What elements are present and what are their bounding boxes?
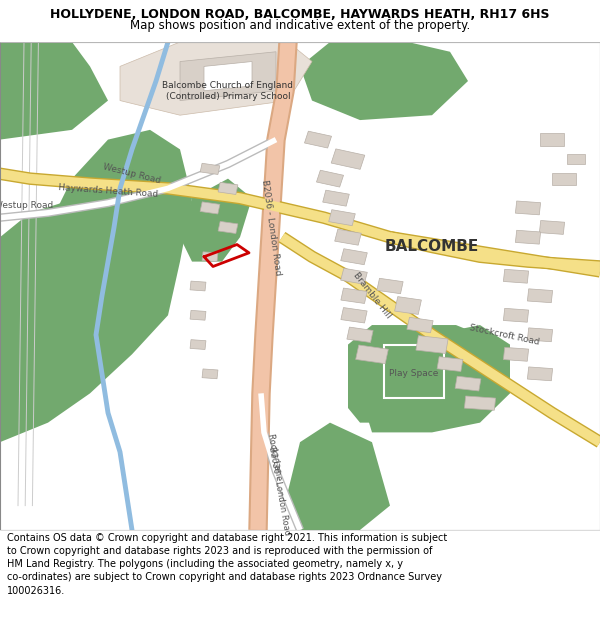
FancyBboxPatch shape xyxy=(503,348,529,361)
FancyBboxPatch shape xyxy=(218,221,238,234)
FancyBboxPatch shape xyxy=(341,249,367,265)
Polygon shape xyxy=(300,42,468,120)
FancyBboxPatch shape xyxy=(200,202,220,214)
FancyBboxPatch shape xyxy=(341,268,367,284)
Text: Map shows position and indicative extent of the property.: Map shows position and indicative extent… xyxy=(130,19,470,31)
Text: Westup Road: Westup Road xyxy=(0,201,53,210)
Text: Rocks Lane: Rocks Lane xyxy=(266,432,283,481)
FancyBboxPatch shape xyxy=(503,308,529,322)
FancyBboxPatch shape xyxy=(464,396,496,410)
Polygon shape xyxy=(0,179,180,432)
FancyBboxPatch shape xyxy=(395,297,421,314)
FancyBboxPatch shape xyxy=(515,230,541,244)
Polygon shape xyxy=(348,325,480,422)
FancyBboxPatch shape xyxy=(515,201,541,215)
Polygon shape xyxy=(0,130,192,442)
FancyBboxPatch shape xyxy=(552,173,576,185)
Text: Play Space: Play Space xyxy=(389,369,439,378)
Text: Haywards Heath Road: Haywards Heath Road xyxy=(58,183,158,199)
Text: Westup Road: Westup Road xyxy=(102,162,162,185)
FancyBboxPatch shape xyxy=(323,190,349,206)
Polygon shape xyxy=(120,42,312,115)
FancyBboxPatch shape xyxy=(331,149,365,169)
FancyBboxPatch shape xyxy=(200,163,220,174)
Polygon shape xyxy=(204,61,252,91)
FancyBboxPatch shape xyxy=(341,288,367,304)
FancyBboxPatch shape xyxy=(190,311,206,320)
Polygon shape xyxy=(288,422,390,530)
FancyBboxPatch shape xyxy=(567,154,585,164)
FancyBboxPatch shape xyxy=(190,281,206,291)
FancyBboxPatch shape xyxy=(190,339,206,349)
FancyBboxPatch shape xyxy=(329,209,355,226)
Text: Bramble Hill: Bramble Hill xyxy=(352,271,392,321)
Polygon shape xyxy=(0,42,108,139)
FancyBboxPatch shape xyxy=(540,134,564,146)
FancyBboxPatch shape xyxy=(202,369,218,379)
FancyBboxPatch shape xyxy=(341,308,367,323)
Polygon shape xyxy=(360,325,510,432)
FancyBboxPatch shape xyxy=(202,252,218,262)
FancyBboxPatch shape xyxy=(527,328,553,342)
FancyBboxPatch shape xyxy=(539,221,565,234)
FancyBboxPatch shape xyxy=(437,357,463,371)
Polygon shape xyxy=(180,179,252,262)
FancyBboxPatch shape xyxy=(416,336,448,354)
FancyBboxPatch shape xyxy=(407,318,433,332)
FancyBboxPatch shape xyxy=(218,182,238,194)
FancyBboxPatch shape xyxy=(527,289,553,302)
FancyBboxPatch shape xyxy=(347,327,373,342)
Text: Stockcroft Road: Stockcroft Road xyxy=(468,323,540,347)
FancyBboxPatch shape xyxy=(527,367,553,381)
Text: Balcombe Church of England
(Controlled) Primary School: Balcombe Church of England (Controlled) … xyxy=(163,81,293,101)
FancyBboxPatch shape xyxy=(455,376,481,391)
FancyBboxPatch shape xyxy=(335,229,361,245)
FancyBboxPatch shape xyxy=(304,131,332,148)
Text: Contains OS data © Crown copyright and database right 2021. This information is : Contains OS data © Crown copyright and d… xyxy=(7,533,448,596)
Text: B2036 - London Road: B2036 - London Road xyxy=(267,446,291,536)
FancyBboxPatch shape xyxy=(356,345,388,364)
Text: HOLLYDENE, LONDON ROAD, BALCOMBE, HAYWARDS HEATH, RH17 6HS: HOLLYDENE, LONDON ROAD, BALCOMBE, HAYWAR… xyxy=(50,8,550,21)
FancyBboxPatch shape xyxy=(503,269,529,283)
Text: BALCOMBE: BALCOMBE xyxy=(385,239,479,254)
Polygon shape xyxy=(180,52,276,101)
FancyBboxPatch shape xyxy=(316,170,344,187)
FancyBboxPatch shape xyxy=(377,278,403,294)
Text: B2036 - London Road: B2036 - London Road xyxy=(260,179,283,276)
